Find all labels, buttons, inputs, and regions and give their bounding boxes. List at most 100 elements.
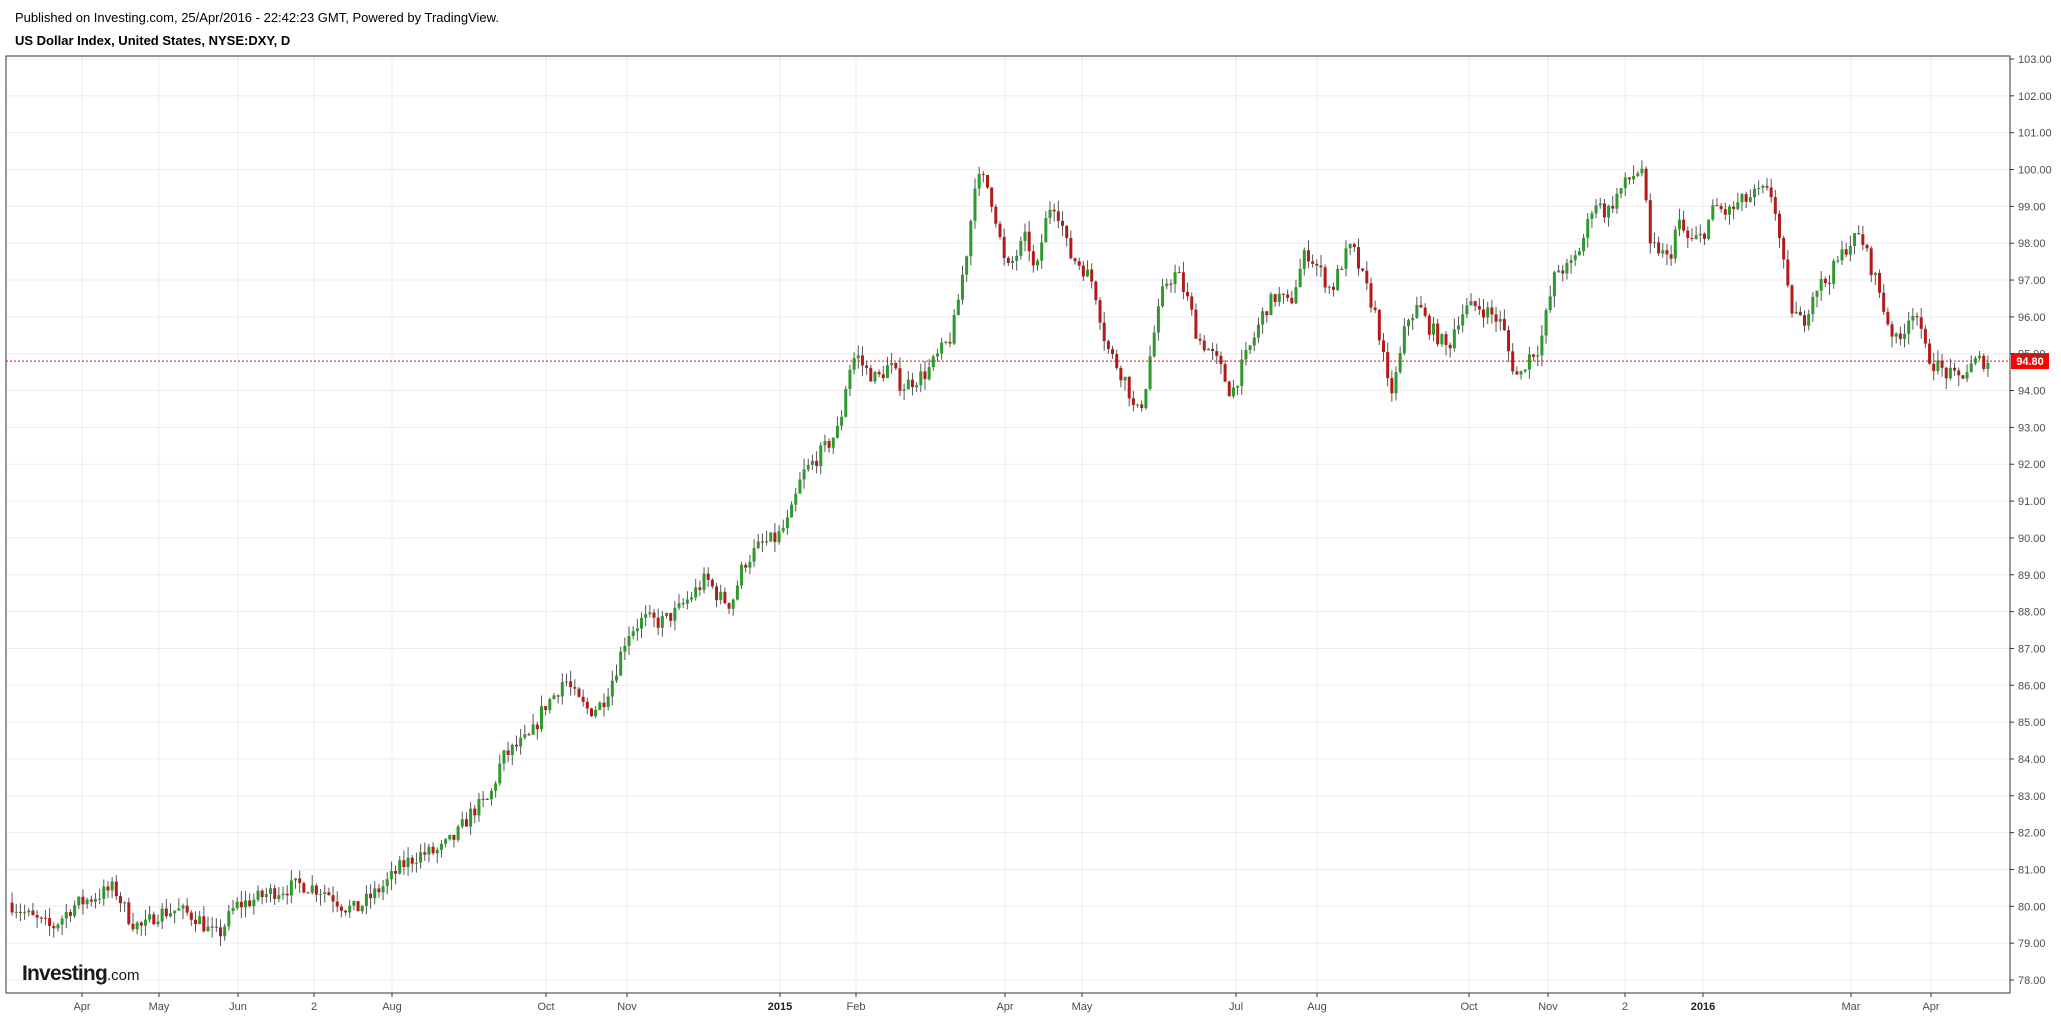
y-tick-label: 84.00 (2018, 754, 2046, 766)
candle-body (1848, 246, 1852, 255)
candle-body (756, 541, 760, 548)
candle-body (1419, 304, 1423, 308)
candle-body (1961, 375, 1965, 379)
candle-body (1552, 272, 1556, 297)
candle-body (1577, 251, 1581, 256)
candle-body (298, 878, 302, 884)
candle-body (485, 799, 489, 801)
candle-body (1156, 306, 1160, 333)
candle-body (873, 372, 877, 382)
candle-body (439, 843, 443, 850)
candle-body (1461, 314, 1465, 326)
candle-body (898, 368, 902, 391)
candle-body (1273, 294, 1277, 302)
y-tick-label: 82.00 (2018, 828, 2046, 840)
candle-body (1465, 305, 1469, 315)
candle-body (1202, 340, 1206, 351)
candle-body (669, 613, 673, 621)
candle-body (631, 631, 635, 637)
candle-body (1040, 242, 1044, 261)
candle-body (464, 819, 468, 827)
candle-body (398, 860, 402, 874)
candle-body (1298, 268, 1302, 288)
candle-body (206, 926, 210, 932)
candle-body (1065, 225, 1069, 239)
candle-body (865, 365, 869, 368)
candle-body (719, 591, 723, 601)
candle-body (1573, 255, 1577, 261)
candle-body (239, 901, 243, 908)
candle-body (1244, 350, 1248, 360)
candle-body (264, 893, 268, 898)
y-tick-label: 86.00 (2018, 680, 2046, 692)
logo-suffix: .com (106, 967, 140, 984)
candle-body (1898, 333, 1902, 339)
candle-body (1765, 185, 1769, 188)
candle-body (923, 371, 927, 380)
candle-body (1715, 205, 1719, 207)
candle-body (935, 353, 939, 357)
candle-body (1373, 307, 1377, 311)
candle-body (677, 603, 681, 608)
x-tick-label: Apr (996, 1001, 1013, 1013)
x-tick-label: 2 (1622, 1001, 1628, 1013)
candle-body (1415, 304, 1419, 318)
candle-body (1381, 340, 1385, 353)
candle-body (1786, 259, 1790, 286)
time-axis: Apr May Jun 2 Aug Oct Nov 2015 Feb Apr May Jul Aug Oc… (73, 993, 1940, 1013)
candle-body (381, 886, 385, 893)
x-tick-label: Nov (617, 1001, 637, 1013)
candle-body (110, 881, 114, 891)
candle-body (77, 896, 81, 906)
candle-body (177, 908, 181, 911)
candle-body (1011, 260, 1015, 263)
candle-body (1161, 286, 1165, 307)
candle-body (152, 914, 156, 925)
candle-body (1777, 213, 1781, 238)
candle-body (427, 846, 431, 855)
y-tick-label: 95.00 (2018, 349, 2046, 361)
candle-body (1677, 219, 1681, 230)
candle-body (1277, 293, 1281, 302)
candle-body (548, 699, 552, 710)
candle-body (319, 893, 323, 895)
candle-body (1106, 341, 1110, 350)
candle-body (602, 702, 606, 708)
candle-body (114, 881, 118, 897)
candle-body (577, 688, 581, 697)
candle-body (64, 912, 68, 919)
candle-body (827, 441, 831, 448)
candle-body (227, 910, 231, 927)
candle-body (135, 922, 139, 930)
candle-body (1903, 333, 1907, 339)
candle-body (977, 174, 981, 189)
candle-body (1707, 219, 1711, 239)
candle-body (1369, 283, 1373, 308)
candle-body (448, 834, 452, 840)
x-tick-label: Aug (1307, 1001, 1327, 1013)
candle-body (1186, 291, 1190, 297)
candle-body (1582, 237, 1586, 252)
candle-body (1590, 213, 1594, 219)
candle-body (781, 528, 785, 532)
candle-body (1236, 385, 1240, 388)
candle-body (1144, 389, 1148, 409)
candle-body (840, 416, 844, 426)
candle-body (331, 895, 335, 902)
candle-body (1394, 372, 1398, 394)
candle-body (235, 901, 239, 908)
y-tick-label: 91.00 (2018, 496, 2046, 508)
candle-body (1140, 404, 1144, 409)
candle-body (1723, 209, 1727, 215)
candle-body (106, 886, 110, 891)
candle-body (1432, 323, 1436, 335)
candle-body (202, 916, 206, 932)
y-tick-label: 97.00 (2018, 275, 2046, 287)
candle-body (606, 696, 610, 708)
candle-body (1665, 250, 1669, 255)
candle-body (1177, 272, 1181, 274)
x-tick-label: May (1072, 1001, 1093, 1013)
candle-body (1256, 324, 1260, 338)
y-tick-label: 90.00 (2018, 533, 2046, 545)
